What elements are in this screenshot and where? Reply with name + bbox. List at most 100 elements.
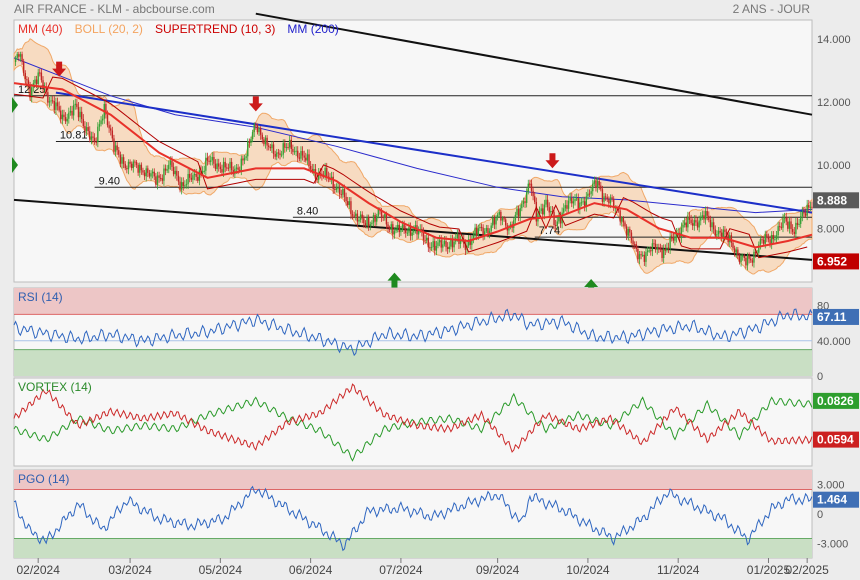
candle-body	[525, 192, 528, 203]
candle-body	[177, 175, 180, 182]
candle-body	[503, 218, 505, 220]
candle-body	[240, 158, 243, 171]
candle-body	[793, 231, 795, 234]
pgo-y-tick: 0	[817, 509, 823, 521]
candle-body	[274, 153, 276, 157]
candle-body	[682, 225, 684, 228]
candle-body	[746, 254, 749, 266]
candle-body	[716, 234, 718, 236]
candle-body	[527, 183, 529, 193]
candle-body	[371, 222, 373, 225]
candle-body	[569, 197, 571, 201]
candle-body	[553, 212, 555, 225]
candle-body	[184, 185, 186, 187]
pgo-y-tick: -3.000	[817, 538, 848, 550]
candle-body	[554, 224, 557, 226]
candle-body	[31, 87, 33, 98]
candle-body	[132, 161, 134, 169]
candle-body	[340, 194, 342, 196]
x-date-label: 07/2024	[379, 563, 423, 577]
candle-body	[627, 229, 629, 236]
candle-body	[166, 169, 168, 171]
candle-body	[450, 239, 452, 247]
candle-body	[110, 128, 112, 131]
candle-body	[658, 248, 660, 250]
candle-body	[248, 141, 251, 143]
side-marker-icon	[12, 97, 18, 113]
candle-body	[672, 237, 675, 241]
candle-body	[182, 182, 184, 186]
candle-body	[380, 209, 383, 217]
candle-body	[666, 247, 668, 251]
candle-body	[129, 161, 131, 164]
candle-body	[692, 223, 694, 226]
candle-body	[595, 180, 597, 188]
candle-body	[766, 234, 768, 238]
candle-body	[342, 188, 344, 195]
candle-body	[266, 137, 268, 146]
x-date-label: 09/2024	[476, 563, 520, 577]
candle-body	[160, 177, 162, 179]
candle-body	[76, 103, 78, 108]
candle-body	[540, 208, 542, 212]
candle-body	[139, 164, 141, 173]
candle-body	[495, 217, 497, 225]
candle-body	[464, 243, 467, 250]
candle-body	[753, 251, 755, 263]
candle-body	[558, 216, 560, 222]
candle-body	[203, 170, 205, 172]
candle-body	[176, 170, 178, 176]
candle-body	[400, 229, 402, 233]
candle-body	[247, 141, 249, 157]
candle-body	[29, 85, 31, 98]
supertrend-price-tag-box	[813, 253, 859, 270]
candle-body	[64, 117, 67, 122]
candle-body	[659, 248, 662, 250]
candle-body	[164, 168, 167, 171]
candle-body	[574, 199, 576, 202]
candle-body	[508, 227, 510, 231]
candle-body	[16, 54, 18, 58]
candle-body	[63, 114, 65, 118]
candle-body	[377, 209, 380, 216]
candle-body	[698, 220, 700, 228]
candle-body	[259, 128, 262, 135]
candle-body	[268, 145, 270, 147]
candle-body	[424, 239, 426, 241]
candle-body	[733, 248, 736, 253]
candle-body	[787, 221, 789, 229]
candle-body	[542, 208, 544, 215]
candle-body	[243, 157, 246, 161]
candle-body	[435, 245, 438, 251]
candle-body	[777, 226, 779, 236]
candle-body	[276, 152, 278, 157]
candle-body	[206, 157, 209, 161]
candle-body	[721, 232, 723, 239]
candle-body	[187, 173, 189, 185]
candle-body	[158, 175, 160, 178]
candle-body	[222, 161, 225, 173]
candle-body	[153, 171, 155, 177]
price-y-tick: 14.000	[817, 34, 851, 46]
candle-body	[790, 221, 792, 230]
rsi-y-tick: 40.000	[817, 336, 851, 348]
candle-body	[500, 211, 502, 221]
candle-body	[761, 239, 763, 241]
candle-body	[282, 143, 284, 155]
candle-body	[168, 164, 170, 170]
candle-body	[221, 169, 223, 173]
candle-body	[363, 218, 365, 224]
candle-body	[582, 201, 584, 203]
candle-body	[732, 242, 734, 249]
candle-body	[369, 224, 371, 226]
moving-average-40-line	[13, 82, 813, 249]
candle-body	[545, 199, 547, 205]
last-price-tag: 8.888	[817, 193, 847, 207]
candle-body	[516, 208, 518, 215]
candle-body	[719, 230, 721, 233]
candle-body	[737, 249, 739, 256]
candle-body	[522, 201, 525, 204]
candle-body	[788, 221, 791, 229]
candle-body	[780, 226, 783, 228]
candle-body	[722, 229, 725, 239]
